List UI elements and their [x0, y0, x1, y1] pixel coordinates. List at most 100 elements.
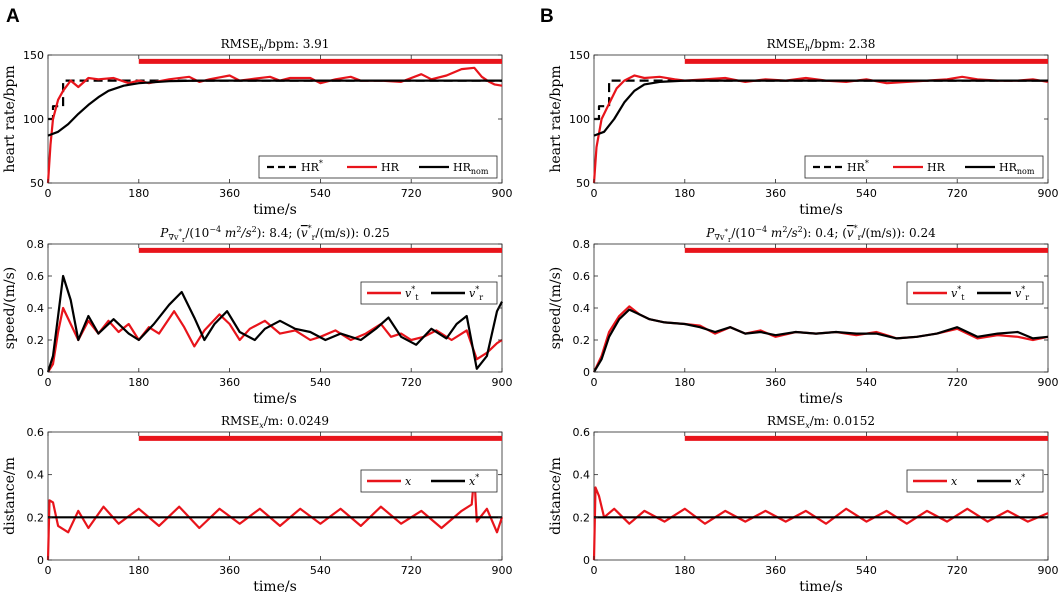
x-tick-label: 720	[401, 376, 422, 389]
legend-label-part: *	[1021, 473, 1025, 482]
y-tick-label: 100	[23, 113, 44, 126]
legend-label-part: *	[475, 473, 479, 482]
y-tick-label: 0.2	[573, 334, 591, 347]
annotation-part: r	[182, 236, 186, 244]
legend-label-part: *	[319, 159, 323, 168]
x-tick-label: 0	[45, 187, 52, 200]
annotation-part: h	[259, 44, 264, 53]
chart-annotation: RMSEx/m: 0.0152	[767, 414, 875, 430]
x-tick-label: 540	[310, 564, 331, 577]
legend-label-part: nom	[471, 167, 489, 176]
plot-area	[47, 431, 503, 561]
legend-label-part: *	[865, 159, 869, 168]
annotation-part: RMSE	[767, 414, 805, 428]
x-tick-label: 180	[674, 187, 695, 200]
y-tick-label: 0.2	[27, 334, 45, 347]
x-tick-label: 720	[947, 187, 968, 200]
legend-box	[258, 155, 498, 179]
x-tick-label: 0	[591, 376, 598, 389]
legend-label: HRnom	[999, 161, 1035, 176]
annotation-part: ): 0.4;	[803, 226, 842, 240]
x-tick-label: 180	[128, 564, 149, 577]
annotation-part: *	[724, 228, 728, 236]
legend-label: v*r	[1015, 285, 1029, 302]
x-tick-label: 540	[310, 187, 331, 200]
legend-label-part: r	[1025, 293, 1029, 302]
legend-label: x	[405, 475, 412, 488]
annotation-part: 2	[252, 225, 257, 234]
y-tick-label: 0.4	[27, 469, 45, 482]
annotation-part: P	[159, 226, 169, 240]
annotation-part: /s	[786, 226, 797, 240]
y-tick-label: 150	[23, 49, 44, 62]
chart-hr: 0 180 360 540 720 900 50 100 150 time/s heart rate…	[2, 37, 513, 218]
annotation-part: ∇v	[168, 233, 179, 242]
legend-label-part: v	[951, 287, 958, 300]
legend-box	[360, 281, 498, 305]
annotation-part: *	[178, 228, 182, 236]
x-tick-label: 900	[1038, 376, 1059, 389]
x-tick-label: 900	[1038, 187, 1059, 200]
annotation-part: P	[705, 226, 715, 240]
y-tick-label: 0.2	[573, 511, 591, 524]
legend: v*t v*r	[906, 281, 1044, 305]
chart-distance: 0 180 360 540 720 900 0 0.2 0.4 0.6 time/s distance…	[2, 414, 513, 595]
annotation-part: RMSE	[767, 37, 805, 51]
x-tick-label: 360	[765, 564, 786, 577]
y-tick-label: 0.6	[27, 426, 45, 439]
chart-speed: 0 180 360 540 720 900 0 0.2 0.4 0.6 0.8 time/s speed…	[548, 224, 1059, 407]
x-tick-label: 900	[492, 564, 513, 577]
annotation-part: RMSE	[221, 414, 259, 428]
legend-label-part: x	[951, 475, 958, 488]
y-tick-label: 0.6	[573, 426, 591, 439]
x-tick-label: 900	[1038, 564, 1059, 577]
annotation-part: /(m/s)): 0.24	[861, 226, 936, 240]
x-tick-label: 720	[947, 564, 968, 577]
y-tick-label: 0	[37, 554, 44, 567]
chart-hr: 0 180 360 540 720 900 50 100 150 time/s heart rate…	[548, 37, 1059, 218]
x-tick-label: 180	[128, 187, 149, 200]
y-tick-label: 0.6	[27, 270, 45, 283]
annotation-part: 2	[236, 225, 241, 234]
x-axis-label: time/s	[253, 391, 297, 407]
legend-box	[360, 469, 498, 493]
legend: HR* HR HRnom	[258, 155, 498, 179]
y-tick-label: 0	[583, 554, 590, 567]
chart-speed: 0 180 360 540 720 900 0 0.2 0.4 0.6 0.8 time/s speed…	[2, 224, 513, 407]
series-line	[592, 486, 1049, 561]
x-tick-label: 540	[310, 376, 331, 389]
legend: v*t v*r	[360, 281, 498, 305]
legend-label-part: v	[405, 287, 412, 300]
annotation-part: m	[221, 226, 236, 240]
annotation-part: h	[805, 44, 810, 53]
annotation-part: (	[296, 226, 301, 240]
plot-area	[593, 243, 1049, 373]
annotation-part: /bpm: 2.38	[810, 37, 875, 51]
x-tick-label: 720	[947, 376, 968, 389]
annotation-part: *	[854, 224, 858, 233]
annotation-part: /(m/s)): 0.25	[315, 226, 389, 240]
y-tick-label: 0.4	[573, 302, 591, 315]
annotation-part: /(10	[185, 226, 209, 240]
series-line	[593, 308, 1049, 373]
annotation-part: r	[858, 233, 862, 242]
x-axis-label: time/s	[799, 391, 843, 407]
annotation-part: −4	[755, 225, 767, 234]
legend-label: HR	[381, 161, 400, 174]
chart-annotation: P∇v*r/(10−4 m2/s2): 8.4; (v*r/(m/s)): 0.…	[159, 224, 389, 244]
legend-label-part: x	[469, 475, 476, 488]
x-tick-label: 720	[401, 564, 422, 577]
chart-annotation: RMSEh/bpm: 3.91	[221, 37, 330, 53]
annotation-part: 2	[782, 225, 787, 234]
plot-area	[593, 431, 1049, 561]
x-axis-label: time/s	[799, 579, 843, 595]
annotation-part: m	[767, 226, 782, 240]
panel-letter: A	[6, 6, 20, 27]
x-tick-label: 540	[856, 376, 877, 389]
legend: HR* HR HRnom	[804, 155, 1044, 179]
annotation-part: *	[308, 224, 312, 233]
legend-label-part: x	[1015, 475, 1022, 488]
y-tick-label: 0	[583, 366, 590, 379]
y-tick-label: 50	[30, 177, 44, 190]
x-tick-label: 360	[765, 187, 786, 200]
